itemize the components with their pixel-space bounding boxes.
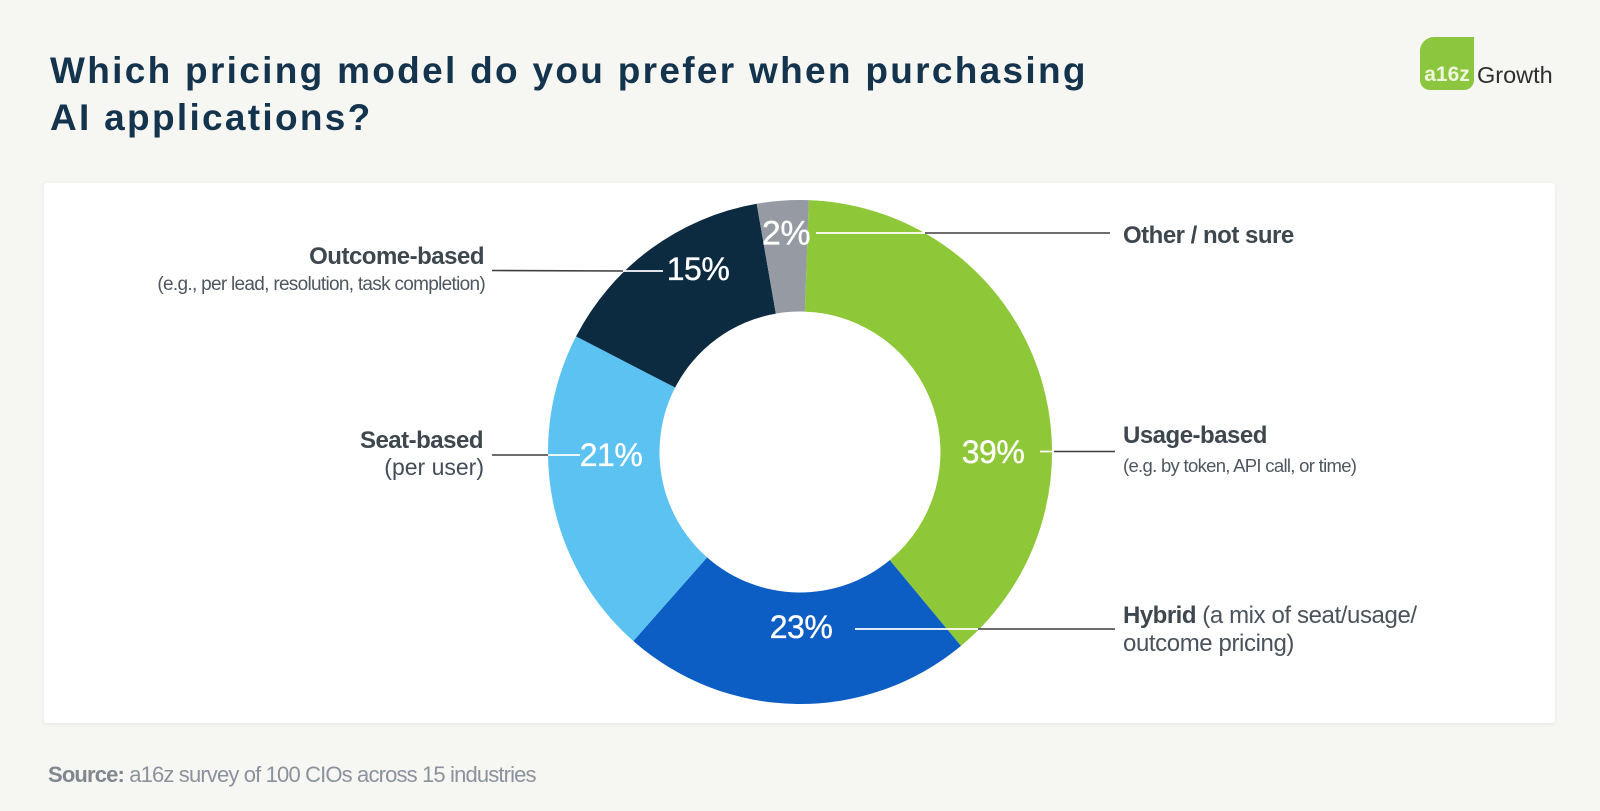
svg-text:15%: 15% bbox=[667, 251, 730, 287]
svg-text:23%: 23% bbox=[770, 609, 833, 645]
svg-text:2%: 2% bbox=[762, 215, 810, 253]
svg-text:21%: 21% bbox=[580, 437, 643, 473]
svg-text:39%: 39% bbox=[962, 434, 1025, 470]
